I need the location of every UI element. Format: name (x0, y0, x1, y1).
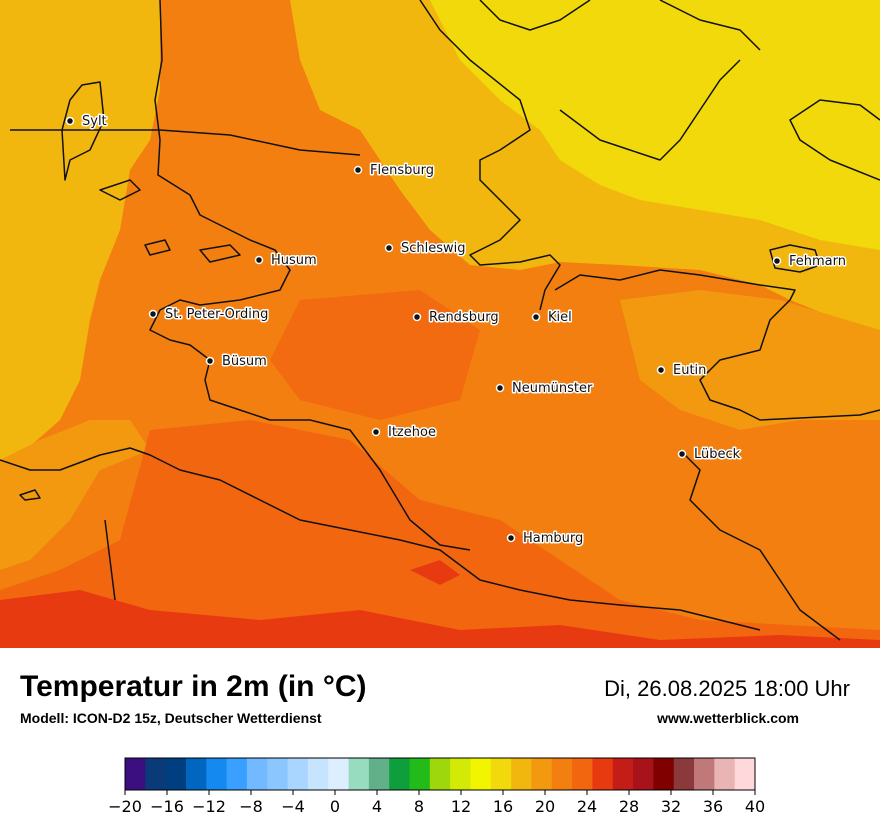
legend-border (124, 757, 756, 791)
legend-swatch (125, 758, 146, 790)
map-title: Temperatur in 2m (in °C) (20, 670, 367, 703)
legend-swatch (714, 758, 736, 790)
city-dot (495, 383, 505, 393)
footer: Temperatur in 2m (in °C) Modell: ICON-D2… (0, 648, 880, 830)
legend-swatch (348, 758, 370, 790)
legend-swatch (389, 758, 411, 790)
city-dot (772, 256, 782, 266)
city-dot (148, 309, 158, 319)
legend-swatch (592, 758, 614, 790)
legend-tick-label: 8 (414, 797, 424, 816)
city-label: Husum (271, 253, 317, 268)
city-dot (65, 116, 75, 126)
inland-warm-patch (270, 290, 480, 420)
legend-tick-label: 28 (619, 797, 639, 816)
map-canvas: Sylt Flensburg Husum Schleswig Fehmarn St. Pe… (0, 0, 880, 648)
temperature-map: Sylt Flensburg Husum Schleswig Fehmarn St. Pe… (0, 0, 880, 648)
city-label: Fehmarn (789, 254, 846, 269)
legend-swatch (734, 758, 756, 790)
city-label: St. Peter-Ording (165, 307, 268, 322)
legend-swatch (673, 758, 695, 790)
legend-swatch (185, 758, 207, 790)
legend-colorbar: −20 −16 −12 −8 −4 0 4 8 12 16 20 24 28 32 36 40 (108, 757, 765, 816)
city-label: Itzehoe (388, 425, 436, 440)
model-source: Modell: ICON-D2 15z, Deutscher Wetterdie… (20, 710, 322, 726)
coastlines (0, 0, 880, 641)
legend-swatch (409, 758, 431, 790)
legend-tick-label: 36 (703, 797, 723, 816)
city-dot (353, 165, 363, 175)
city-label: Büsum (222, 354, 267, 369)
legend-tick-label: −12 (192, 797, 226, 816)
legend-tick-label: −20 (108, 797, 142, 816)
city-markers: Sylt Flensburg Husum Schleswig Fehmarn St. Pe… (65, 113, 848, 548)
website-link[interactable]: www.wetterblick.com (657, 710, 799, 726)
south-hot-field (0, 590, 880, 648)
legend-tick-label: −16 (150, 797, 184, 816)
legend-tick-label: 4 (372, 797, 382, 816)
legend-tick-label: −4 (281, 797, 305, 816)
legend-swatch (307, 758, 329, 790)
legend-swatch (328, 758, 350, 790)
coastal-field (0, 420, 150, 570)
legend-swatch (572, 758, 593, 790)
forecast-datetime: Di, 26.08.2025 18:00 Uhr (604, 676, 850, 701)
legend-swatch (450, 758, 471, 790)
ostholstein-field (620, 290, 880, 430)
city-label: Hamburg (523, 531, 583, 546)
city-dot (506, 533, 516, 543)
legend-swatch (429, 758, 451, 790)
legend-tick-label: 24 (577, 797, 597, 816)
legend-swatch (653, 758, 675, 790)
legend-swatch (368, 758, 390, 790)
city-label: Eutin (673, 363, 706, 378)
legend-swatch (470, 758, 492, 790)
legend-swatch (511, 758, 532, 790)
city-dot (656, 365, 666, 375)
legend-tick-label: 20 (535, 797, 555, 816)
city-dot (384, 243, 394, 253)
south-warm-field (0, 420, 880, 648)
city-label: Neumünster (512, 381, 593, 396)
legend-tick-label: −8 (239, 797, 263, 816)
city-dot (254, 255, 264, 265)
legend-swatch (145, 758, 167, 790)
north-sea-field (0, 0, 160, 460)
legend-tick-label: 12 (451, 797, 471, 816)
legend-swatch (165, 758, 187, 790)
city-dot (205, 356, 215, 366)
legend-tick-label: 0 (330, 797, 340, 816)
baltic-cool-field (430, 0, 880, 250)
legend-swatch (246, 758, 268, 790)
legend-swatch (490, 758, 512, 790)
legend-swatch (551, 758, 573, 790)
city-dot (677, 449, 687, 459)
color-legend: −20 −16 −12 −8 −4 0 4 8 12 16 20 24 28 32 36 40 (0, 744, 880, 830)
city-dot (412, 312, 422, 322)
city-label: Schleswig (401, 241, 466, 256)
legend-swatch (612, 758, 634, 790)
city-label: Sylt (82, 114, 107, 129)
legend-swatch (226, 758, 248, 790)
legend-swatch (287, 758, 309, 790)
legend-tick-label: 40 (745, 797, 765, 816)
legend-tick-label: 32 (661, 797, 681, 816)
legend-swatch (267, 758, 289, 790)
legend-swatch (206, 758, 228, 790)
city-dot (531, 312, 541, 322)
legend-swatch (531, 758, 553, 790)
legend-swatch (633, 758, 654, 790)
city-label: Flensburg (370, 163, 434, 178)
legend-swatch (694, 758, 715, 790)
hot-spot (410, 560, 460, 585)
city-dot (371, 427, 381, 437)
city-label: Kiel (548, 310, 572, 325)
legend-tick-label: 16 (493, 797, 513, 816)
city-label: Rendsburg (429, 310, 499, 325)
city-label: Lübeck (694, 447, 741, 462)
